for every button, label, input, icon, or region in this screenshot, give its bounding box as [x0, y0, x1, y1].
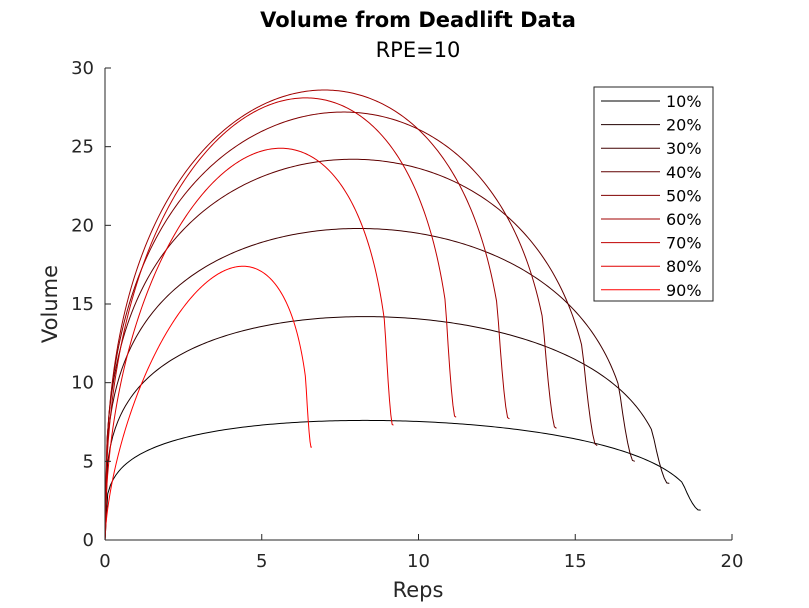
x-tick-label: 10 — [407, 551, 430, 572]
legend-label: 20% — [666, 116, 702, 135]
y-tick-label: 5 — [83, 451, 94, 472]
y-tick-label: 20 — [71, 215, 94, 236]
legend-label: 50% — [666, 186, 702, 205]
series-layer — [104, 89, 701, 541]
series-line-30pct — [104, 227, 635, 541]
legend-label: 10% — [666, 92, 702, 111]
y-tick-label: 25 — [71, 137, 94, 158]
series-line-50pct — [104, 111, 557, 541]
legend-label: 90% — [666, 281, 702, 300]
legend: 10% 20% 30% 40% 50% 60% 70% 80% 90% — [593, 86, 714, 302]
x-tick-label: 0 — [99, 551, 110, 572]
y-tick-label: 10 — [71, 373, 94, 394]
ticks-layer: 0 5 10 15 20 0 5 10 15 20 25 30 — [71, 58, 743, 572]
x-axis-label: Reps — [393, 578, 444, 602]
legend-label: 80% — [666, 257, 702, 276]
chart-subtitle: RPE=10 — [376, 38, 461, 62]
y-tick-label: 30 — [71, 58, 94, 79]
series-line-20pct — [104, 316, 670, 541]
series-line-40pct — [104, 158, 598, 541]
y-tick-label: 15 — [71, 294, 94, 315]
series-line-80pct — [104, 147, 394, 541]
x-tick-label: 5 — [256, 551, 267, 572]
y-axis-label: Volume — [38, 265, 62, 343]
legend-box — [593, 86, 714, 302]
y-tick-label: 0 — [83, 530, 94, 551]
legend-label: 70% — [666, 234, 702, 253]
legend-label: 40% — [666, 163, 702, 182]
chart-title: Volume from Deadlift Data — [260, 8, 576, 32]
series-line-60pct — [104, 89, 510, 541]
legend-label: 60% — [666, 210, 702, 229]
series-line-10pct — [104, 419, 701, 541]
series-line-90pct — [104, 265, 312, 541]
series-line-70pct — [104, 97, 457, 541]
x-tick-label: 15 — [564, 551, 587, 572]
x-tick-label: 20 — [721, 551, 744, 572]
legend-label: 30% — [666, 139, 702, 158]
